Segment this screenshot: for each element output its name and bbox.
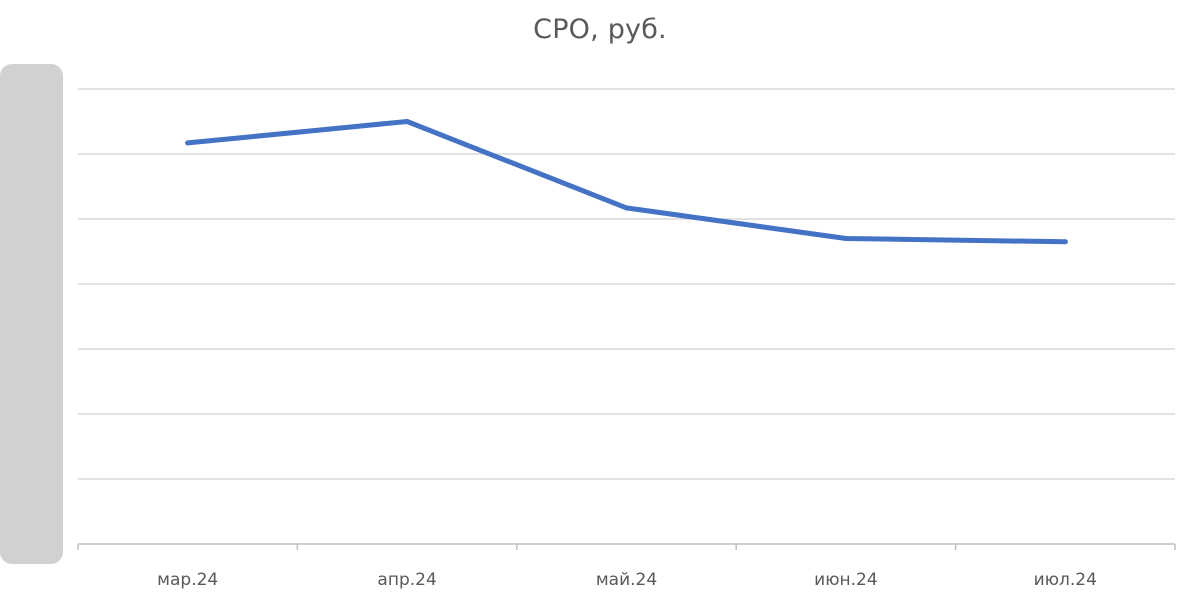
x-tick-label: июн.24 (814, 570, 878, 590)
x-tick-label: апр.24 (377, 570, 436, 590)
gridlines (78, 88, 1175, 480)
data-point (624, 205, 629, 211)
x-tick-label: мар.24 (157, 570, 218, 590)
data-point (185, 140, 191, 146)
y-axis-redaction-block (0, 64, 63, 564)
data-point (404, 119, 410, 124)
chart-title: CPO, руб. (533, 14, 667, 45)
x-tick-label: июл.24 (1034, 570, 1097, 590)
x-axis (77, 543, 1176, 550)
data-point (843, 236, 849, 241)
x-tick-labels: мар.24 апр.24 май.24 июн.24 июл.24 (157, 570, 1097, 590)
series-lines (185, 119, 1068, 245)
data-point (1062, 239, 1068, 245)
series-line-0 (185, 119, 1068, 245)
x-tick-label: май.24 (596, 570, 657, 590)
